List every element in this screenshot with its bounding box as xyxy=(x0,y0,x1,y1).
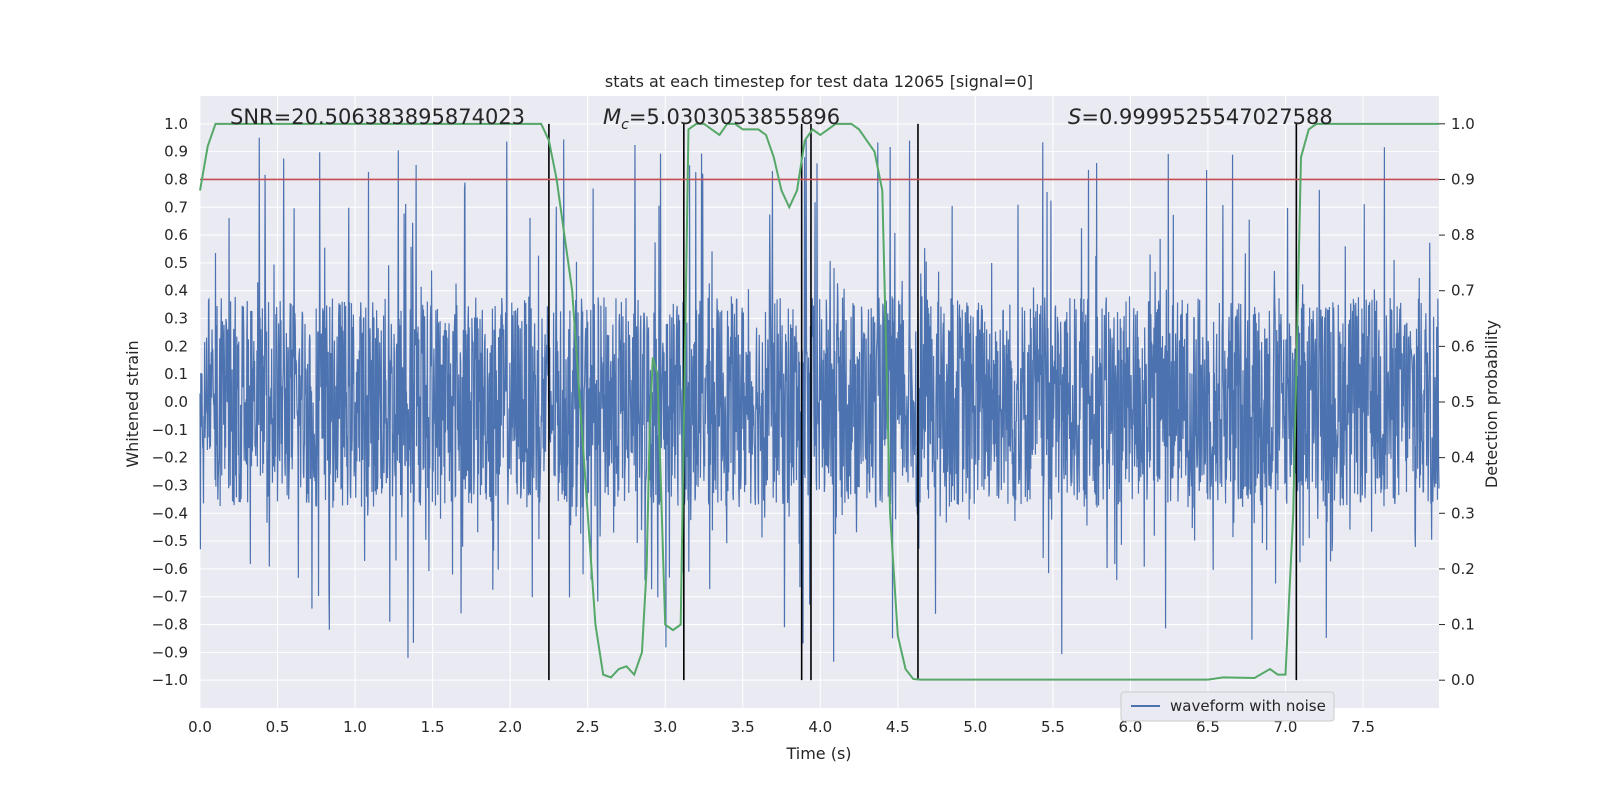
x-tick-label: 5.0 xyxy=(963,718,987,736)
y-tick-label: −0.9 xyxy=(152,643,188,661)
x-tick-label: 4.5 xyxy=(886,718,910,736)
y-tick-label: 0.5 xyxy=(164,254,188,272)
y2-tick-label: 0.3 xyxy=(1451,504,1475,522)
y2-tick-label: 0.7 xyxy=(1451,282,1475,300)
y2-tick-label: 0.0 xyxy=(1451,671,1475,689)
y2-tick-label: 0.9 xyxy=(1451,170,1475,188)
x-tick-label: 5.5 xyxy=(1041,718,1065,736)
y2-tick-label: 0.2 xyxy=(1451,560,1475,578)
y2-axis-label: Detection probability xyxy=(1482,320,1501,488)
y-tick-label: 0.8 xyxy=(164,170,188,188)
waveform-with-noise-line xyxy=(199,137,1440,662)
y2-axis-ticks: 1.0 0.9 0.8 0.7 0.6 0.5 0.4 0.3 0.2 0.1 0.0 xyxy=(1439,115,1475,689)
x-tick-label: 4.0 xyxy=(808,718,832,736)
y-tick-label: 0.4 xyxy=(164,282,188,300)
y-tick-label: −0.6 xyxy=(152,560,188,578)
y-axis-label: Whitened strain xyxy=(123,340,142,467)
legend: waveform with noise xyxy=(1120,691,1335,722)
detection-probability-path xyxy=(199,122,1439,681)
x-tick-label: 3.5 xyxy=(731,718,755,736)
y-tick-label: −0.5 xyxy=(152,532,188,550)
x-tick-label: 2.0 xyxy=(498,718,522,736)
x-tick-label: 3.0 xyxy=(653,718,677,736)
y-tick-label: −0.1 xyxy=(152,421,188,439)
chart-title: stats at each timestep for test data 120… xyxy=(605,72,1033,91)
x-tick-label: 1.0 xyxy=(343,718,367,736)
x-tick-label: 6.0 xyxy=(1118,718,1142,736)
x-tick-label: 7.0 xyxy=(1274,718,1298,736)
y-tick-label: 0.6 xyxy=(164,226,188,244)
y2-tick-label: 0.8 xyxy=(1451,226,1475,244)
waveform-with-noise-path xyxy=(199,137,1440,662)
snr-annotation: SNR=20.506383895874023 xyxy=(230,105,525,129)
y-tick-label: −0.4 xyxy=(152,504,188,522)
s-annotation: S=0.9999525547027588 xyxy=(1068,105,1333,129)
y-tick-label: 0.7 xyxy=(164,198,188,216)
y-tick-label: −0.3 xyxy=(152,476,188,494)
y2-tick-label: 0.1 xyxy=(1451,616,1475,634)
y-tick-label: −0.8 xyxy=(152,616,188,634)
y2-tick-label: 1.0 xyxy=(1451,115,1475,133)
x-tick-label: 1.5 xyxy=(421,718,445,736)
detection-probability-line xyxy=(199,122,1439,681)
y-tick-label: 0.3 xyxy=(164,310,188,328)
mc-annotation: Mc=5.0303053855896 xyxy=(603,105,840,133)
x-tick-label: 2.5 xyxy=(576,718,600,736)
y-axis-ticks: 1.0 0.9 0.8 0.7 0.6 0.5 0.4 0.3 0.2 0.1 0.0 −0.1 −0.… xyxy=(152,115,188,689)
x-tick-label: 0.5 xyxy=(266,718,290,736)
y-tick-label: 0.1 xyxy=(164,365,188,383)
x-tick-label: 6.5 xyxy=(1196,718,1220,736)
legend-box xyxy=(1120,691,1335,722)
y2-tick-label: 0.4 xyxy=(1451,449,1475,467)
y-tick-label: 1.0 xyxy=(164,115,188,133)
y-tick-label: 0.0 xyxy=(164,393,188,411)
y-tick-label: 0.9 xyxy=(164,143,188,161)
x-tick-label: 0.0 xyxy=(188,718,212,736)
x-tick-label: 7.5 xyxy=(1351,718,1375,736)
y2-tick-label: 0.5 xyxy=(1451,393,1475,411)
x-axis-label: Time (s) xyxy=(785,744,851,763)
y-tick-label: −0.7 xyxy=(152,588,188,606)
legend-label: waveform with noise xyxy=(1170,697,1326,715)
x-axis-ticks: 0.0 0.5 1.0 1.5 2.0 2.5 3.0 3.5 4.0 4.5 5.0 5.5 6.0 6… xyxy=(188,718,1375,736)
y-tick-label: −0.2 xyxy=(152,449,188,467)
y-tick-label: −1.0 xyxy=(152,671,188,689)
y2-tick-label: 0.6 xyxy=(1451,337,1475,355)
y-tick-label: 0.2 xyxy=(164,337,188,355)
